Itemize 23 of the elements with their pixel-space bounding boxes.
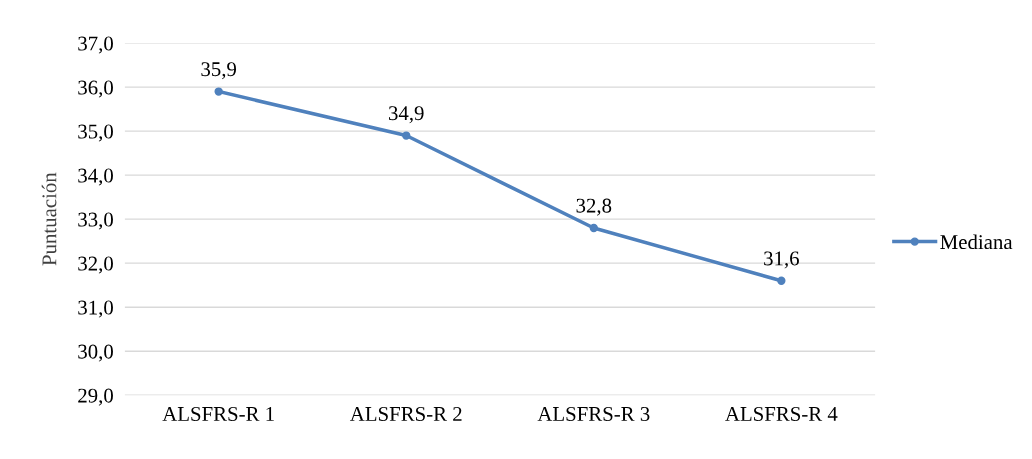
x-tick-label: ALSFRS-R 4 xyxy=(725,406,838,421)
x-tick-label: ALSFRS-R 3 xyxy=(537,406,650,421)
x-tick-label: ALSFRS-R 2 xyxy=(349,406,462,421)
data-label: 34,9 xyxy=(388,106,424,124)
point xyxy=(589,223,598,233)
point xyxy=(777,276,786,285)
y-tick-label: 29,0 xyxy=(78,388,113,406)
y-tick-label: 31,0 xyxy=(78,300,113,318)
y-tick-label: 32,0 xyxy=(78,256,113,274)
y-tick-label: 35,0 xyxy=(78,124,113,142)
y-tick-label: 34,0 xyxy=(78,168,113,186)
y-tick-label: 33,0 xyxy=(78,212,113,230)
y-tick-label: 30,0 xyxy=(78,344,113,362)
y-axis-title: Puntuación xyxy=(41,172,57,266)
x-tick-label: ALSFRS-R 1 xyxy=(162,406,274,421)
legend-label: Mediana xyxy=(940,234,1013,250)
data-label: 35,9 xyxy=(201,62,237,80)
y-tick-label: 36,0 xyxy=(78,80,113,98)
data-label: 32,8 xyxy=(576,198,612,216)
data-label: 31,6 xyxy=(764,251,799,269)
y-tick-label: 37,0 xyxy=(78,36,113,54)
point xyxy=(402,131,411,140)
point xyxy=(214,87,223,96)
